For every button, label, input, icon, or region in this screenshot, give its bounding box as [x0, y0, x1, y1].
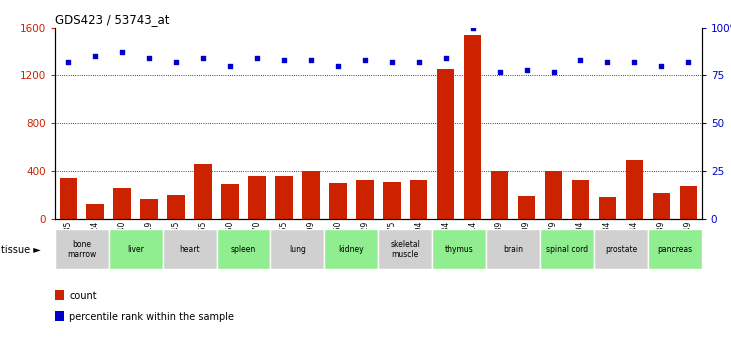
Text: liver: liver: [127, 245, 144, 254]
Point: [332, 63, 344, 69]
Bar: [302, 171, 319, 219]
Bar: [86, 204, 104, 219]
Point: [116, 50, 128, 55]
Bar: [599, 197, 616, 219]
Point: [575, 57, 586, 63]
Bar: [59, 178, 77, 219]
Bar: [329, 183, 346, 219]
Bar: [383, 182, 401, 219]
Point: [224, 63, 236, 69]
Text: bone
marrow: bone marrow: [67, 239, 96, 259]
Bar: [140, 199, 158, 219]
Bar: [194, 164, 212, 219]
Text: kidney: kidney: [338, 245, 364, 254]
Point: [548, 69, 559, 75]
Point: [683, 59, 694, 65]
Text: thymus: thymus: [444, 245, 474, 254]
Point: [278, 57, 289, 63]
Point: [305, 57, 317, 63]
FancyBboxPatch shape: [216, 229, 270, 269]
Bar: [491, 171, 508, 219]
Point: [413, 59, 425, 65]
Point: [359, 57, 371, 63]
Point: [602, 59, 613, 65]
FancyBboxPatch shape: [55, 229, 109, 269]
Point: [629, 59, 640, 65]
Point: [520, 67, 532, 72]
Bar: [275, 176, 292, 219]
FancyBboxPatch shape: [540, 229, 594, 269]
Text: brain: brain: [503, 245, 523, 254]
Point: [493, 69, 505, 75]
Point: [467, 25, 479, 30]
Text: spinal cord: spinal cord: [546, 245, 588, 254]
Bar: [518, 196, 535, 219]
Bar: [437, 69, 455, 219]
FancyBboxPatch shape: [270, 229, 325, 269]
Bar: [653, 193, 670, 219]
FancyBboxPatch shape: [109, 229, 162, 269]
Point: [440, 56, 452, 61]
Bar: [464, 35, 482, 219]
Text: heart: heart: [179, 245, 200, 254]
FancyBboxPatch shape: [486, 229, 540, 269]
Bar: [113, 188, 131, 219]
FancyBboxPatch shape: [432, 229, 486, 269]
Bar: [249, 176, 266, 219]
Bar: [356, 180, 374, 219]
Point: [170, 59, 182, 65]
FancyBboxPatch shape: [594, 229, 648, 269]
Point: [386, 59, 398, 65]
Text: percentile rank within the sample: percentile rank within the sample: [69, 312, 235, 322]
Bar: [221, 184, 239, 219]
Text: lung: lung: [289, 245, 306, 254]
FancyBboxPatch shape: [325, 229, 378, 269]
FancyBboxPatch shape: [162, 229, 216, 269]
Text: skeletal
muscle: skeletal muscle: [390, 239, 420, 259]
Text: tissue ►: tissue ►: [1, 245, 41, 255]
Text: prostate: prostate: [605, 245, 637, 254]
Point: [656, 63, 667, 69]
Bar: [626, 160, 643, 219]
Bar: [545, 171, 562, 219]
Point: [89, 53, 101, 59]
Text: spleen: spleen: [231, 245, 256, 254]
Point: [251, 56, 263, 61]
Text: count: count: [69, 291, 97, 301]
Point: [197, 56, 209, 61]
Bar: [680, 186, 697, 219]
FancyBboxPatch shape: [378, 229, 432, 269]
Bar: [410, 180, 428, 219]
Bar: [167, 195, 185, 219]
Point: [143, 56, 155, 61]
Text: pancreas: pancreas: [657, 245, 692, 254]
Point: [62, 59, 74, 65]
FancyBboxPatch shape: [648, 229, 702, 269]
Bar: [572, 180, 589, 219]
Text: GDS423 / 53743_at: GDS423 / 53743_at: [55, 13, 170, 27]
